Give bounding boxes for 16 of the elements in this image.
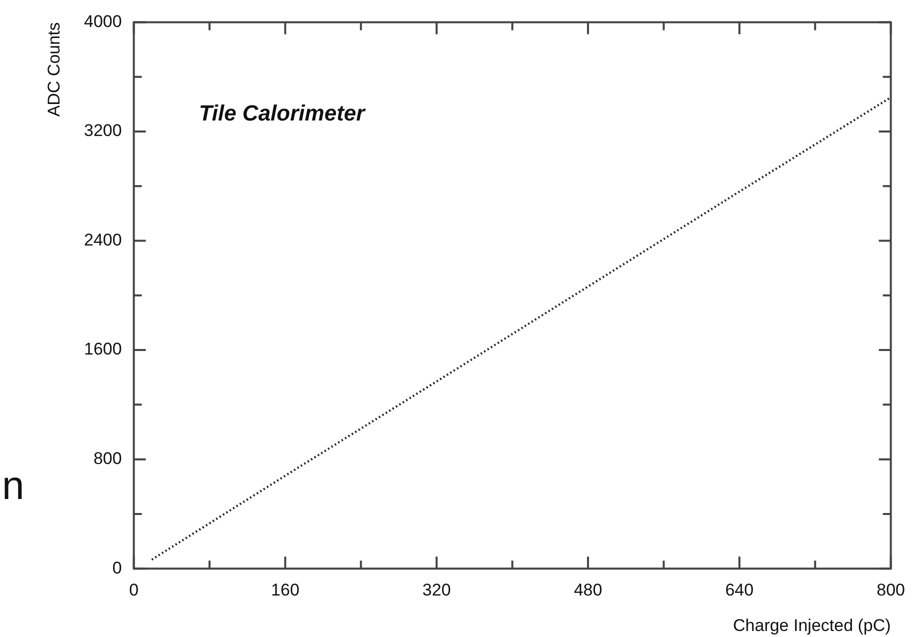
text: n	[2, 464, 24, 508]
x-tick-label: 320	[422, 580, 451, 600]
y-tick-label: 1600	[84, 340, 122, 359]
y-tick-label: 4000	[84, 12, 122, 31]
x-tick-label: 0	[129, 580, 139, 600]
y-tick-label: 2400	[84, 230, 122, 250]
x-tick-label: 800	[876, 580, 906, 600]
text: Tile Calorimeter	[198, 100, 366, 126]
x-tick-label: 480	[574, 580, 602, 600]
x-tick-label: 640	[725, 580, 754, 600]
x-tick-label: 160	[271, 580, 300, 600]
y-tick-label: 0	[112, 558, 122, 578]
y-tick-label: 800	[93, 449, 122, 468]
y-tick-label: 3200	[84, 121, 122, 140]
y-axis-title: ADC Counts	[44, 22, 64, 117]
x-axis-title: Charge Injected (pC)	[733, 616, 891, 636]
